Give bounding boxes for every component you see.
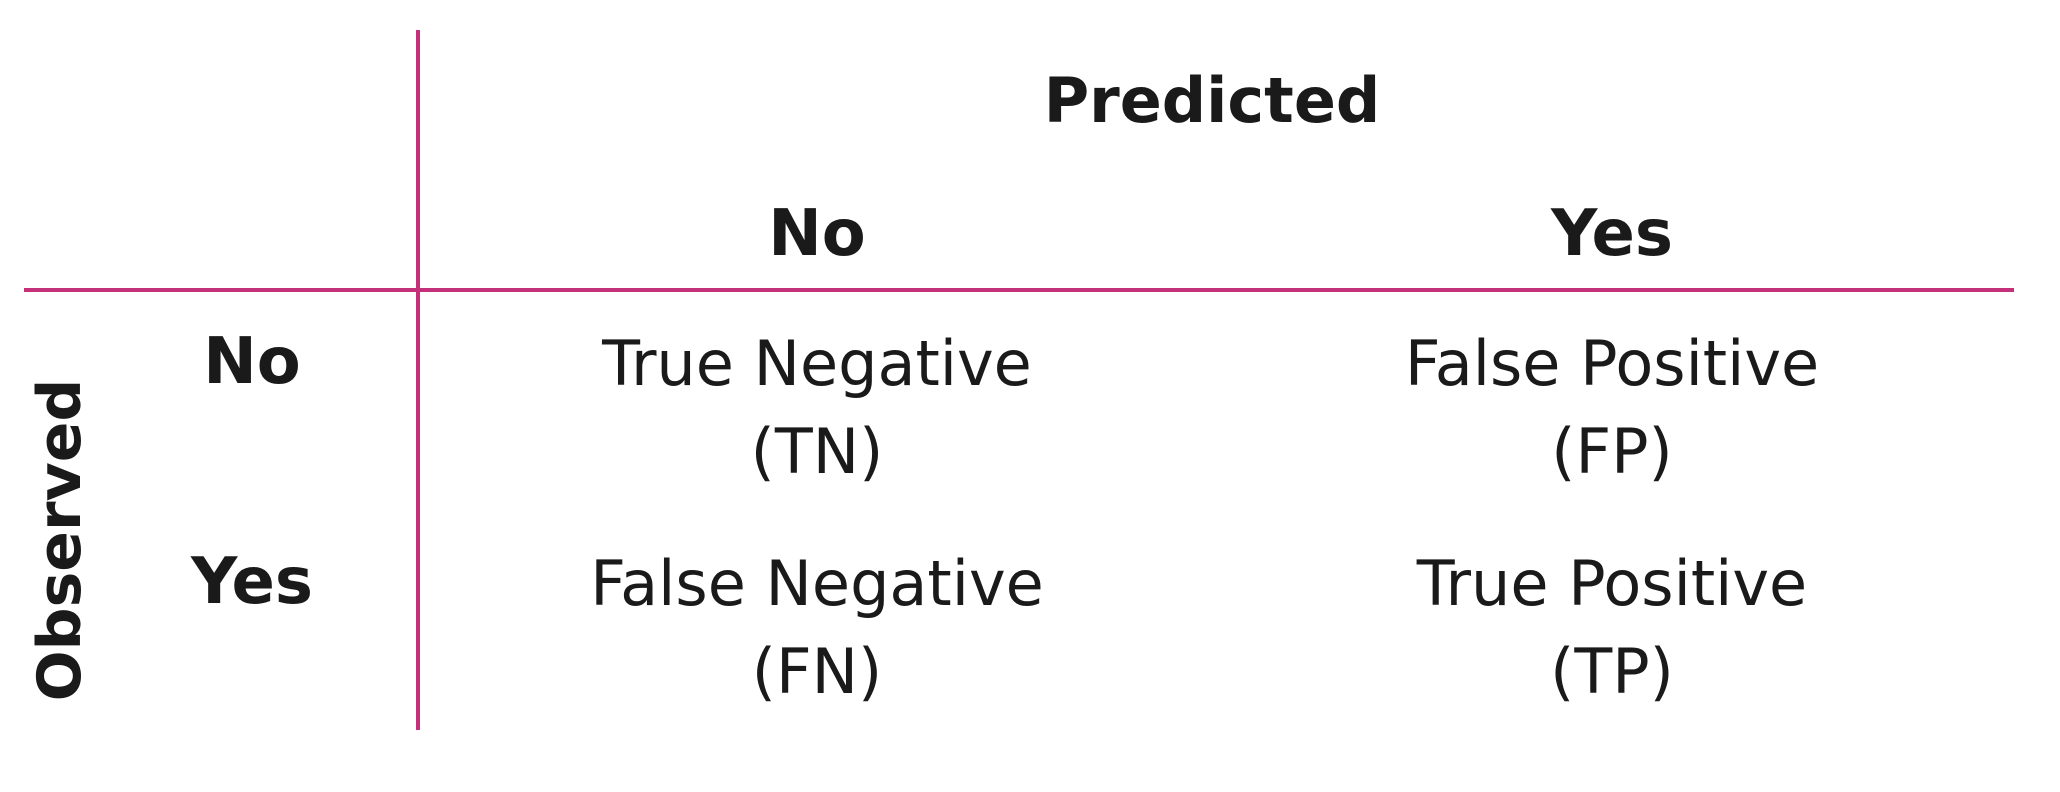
cell-abbreviation: (TP) xyxy=(1550,635,1674,708)
predicted-axis-title: Predicted xyxy=(1043,64,1381,137)
cell-label: False Negative xyxy=(590,547,1044,620)
row-header-yes: Yes xyxy=(191,545,313,619)
observed-axis-title: Observed xyxy=(25,378,95,702)
column-header-yes: Yes xyxy=(1551,197,1673,271)
column-header-no: No xyxy=(768,197,866,271)
cell-abbreviation: (TN) xyxy=(750,415,884,488)
cell-true-negative: True Negative (TN) xyxy=(602,320,1032,496)
cell-label: False Positive xyxy=(1404,327,1820,400)
cell-label: True Negative xyxy=(602,327,1032,400)
vertical-divider-line xyxy=(416,30,420,730)
cell-true-positive: True Positive (TP) xyxy=(1417,540,1807,716)
cell-false-negative: False Negative (FN) xyxy=(590,540,1044,716)
cell-label: True Positive xyxy=(1416,547,1808,620)
cell-false-positive: False Positive (FP) xyxy=(1405,320,1819,496)
cell-abbreviation: (FN) xyxy=(751,635,883,708)
horizontal-divider-line xyxy=(24,288,2014,292)
row-header-no: No xyxy=(203,325,301,399)
cell-abbreviation: (FP) xyxy=(1551,415,1673,488)
